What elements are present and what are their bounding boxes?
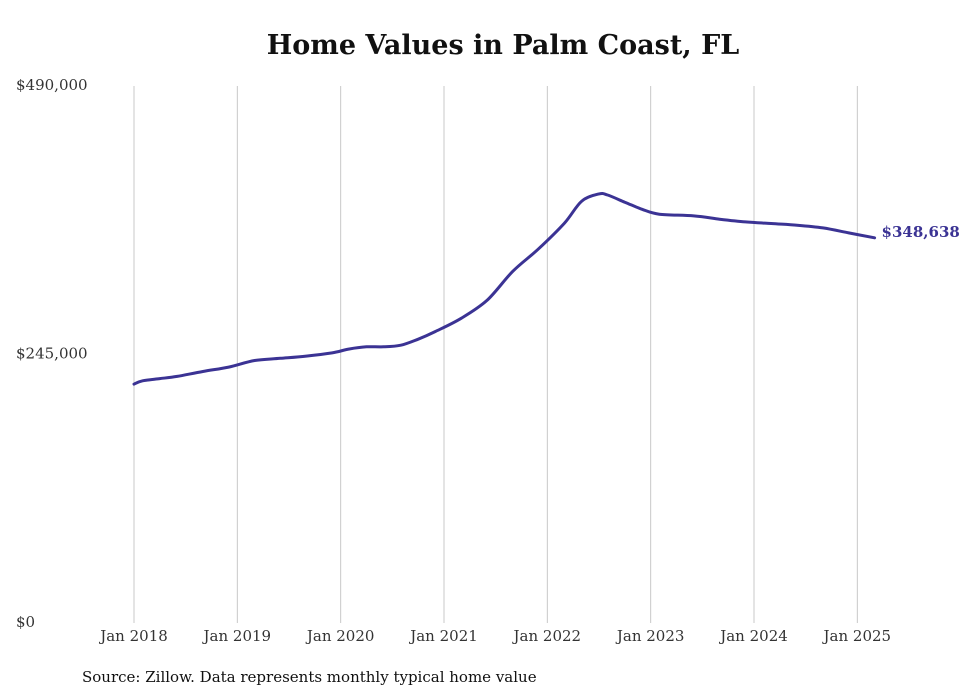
source-note: Source: Zillow. Data represents monthly … (82, 668, 537, 686)
x-tick-label: Jan 2019 (202, 627, 272, 645)
x-tick-label: Jan 2021 (408, 627, 478, 645)
x-tick-label: Jan 2024 (718, 627, 788, 645)
y-tick-label: $490,000 (16, 76, 88, 94)
y-tick-label: $0 (16, 613, 35, 631)
chart-title: Home Values in Palm Coast, FL (266, 30, 740, 61)
x-tick-label: Jan 2018 (98, 627, 168, 645)
x-tick-label: Jan 2022 (512, 627, 582, 645)
x-tick-label: Jan 2025 (822, 627, 892, 645)
x-tick-label: Jan 2023 (615, 627, 685, 645)
series-line (132, 191, 877, 386)
x-axis-ticks: Jan 2018 Jan 2019 Jan 2020 Jan 2021 Jan 2022… (98, 627, 891, 645)
gridlines (133, 86, 858, 623)
series: $348,638 (132, 191, 960, 386)
y-axis-ticks: $0 $245,000 $490,000 (16, 76, 88, 631)
end-value-label: $348,638 (882, 223, 960, 241)
y-tick-label: $245,000 (16, 345, 88, 363)
x-tick-label: Jan 2020 (305, 627, 375, 645)
